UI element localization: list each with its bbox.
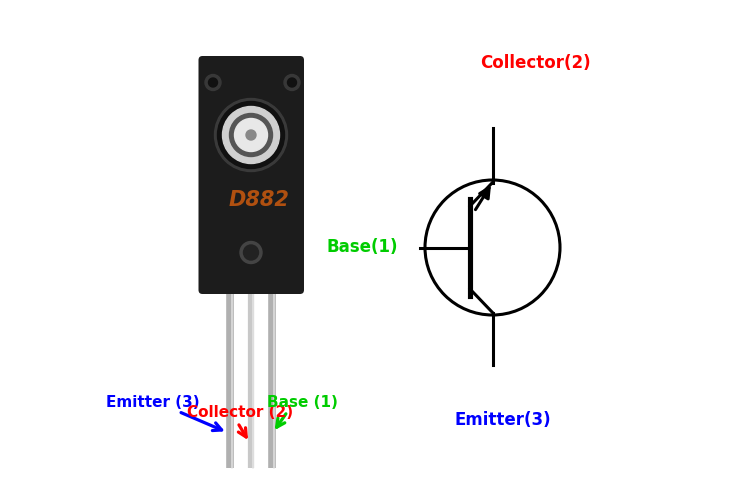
Circle shape — [246, 130, 256, 140]
Circle shape — [217, 102, 284, 168]
Text: Base(1): Base(1) — [326, 238, 398, 256]
Text: Collector(2): Collector(2) — [480, 54, 590, 72]
Circle shape — [284, 74, 300, 90]
Circle shape — [209, 78, 218, 87]
FancyBboxPatch shape — [199, 56, 304, 294]
Text: Base (1): Base (1) — [267, 395, 338, 410]
Circle shape — [223, 106, 280, 164]
Circle shape — [244, 245, 259, 260]
Circle shape — [240, 242, 262, 264]
Text: Emitter(3): Emitter(3) — [454, 411, 550, 429]
Circle shape — [235, 118, 268, 152]
Circle shape — [214, 98, 287, 172]
Circle shape — [287, 78, 296, 87]
Text: Collector (2): Collector (2) — [187, 405, 293, 420]
Text: D882: D882 — [229, 190, 290, 210]
Circle shape — [230, 114, 272, 156]
Text: Emitter (3): Emitter (3) — [106, 395, 200, 410]
Circle shape — [205, 74, 221, 90]
